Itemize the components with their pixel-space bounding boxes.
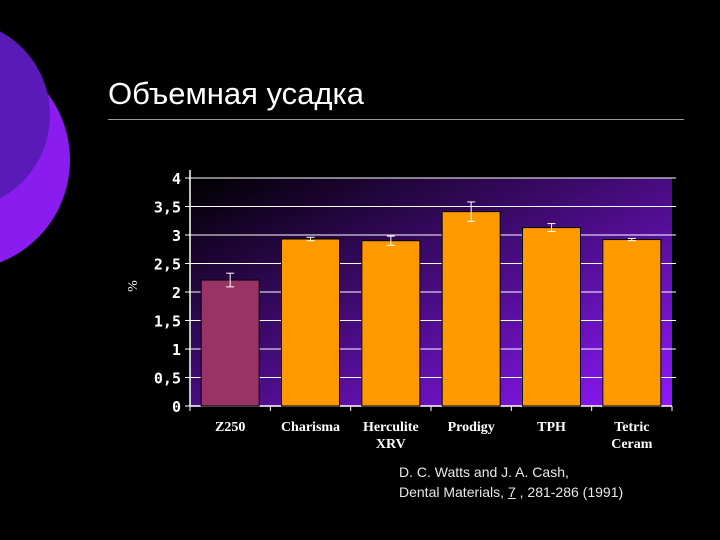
y-tick-label: 1,5 <box>154 313 181 331</box>
x-tick-label: Prodigy <box>448 420 495 435</box>
slide-title: Объемная усадка <box>108 76 364 111</box>
y-tick-label: 1 <box>172 341 181 359</box>
x-tick-label: TPH <box>537 420 566 435</box>
bar-5 <box>522 227 581 407</box>
citation-line-2: Dental Materials, 7 , 281-286 (1991) <box>399 482 623 502</box>
y-tick-label: 3 <box>172 227 181 245</box>
x-tick-label: Tetric <box>614 420 649 435</box>
citation: D. C. Watts and J. A. Cash, Dental Mater… <box>399 462 623 502</box>
x-tick-label: Ceram <box>611 437 653 452</box>
citation-journal: Dental Materials, <box>399 484 505 500</box>
x-tick-label: Charisma <box>281 420 340 435</box>
y-axis-label: % <box>126 280 141 292</box>
x-tick-label: Herculite <box>363 420 419 435</box>
x-tick-label: XRV <box>376 437 406 452</box>
bar-4 <box>441 211 501 407</box>
bar-3 <box>361 240 421 407</box>
citation-line-1: D. C. Watts and J. A. Cash, <box>399 464 569 480</box>
title-divider <box>108 119 684 120</box>
bar-2 <box>281 238 340 407</box>
x-tick-label: Z250 <box>215 420 245 435</box>
bar-6 <box>602 239 662 407</box>
y-tick-label: 2,5 <box>154 256 181 274</box>
citation-pages: , 281-286 (1991) <box>519 484 624 500</box>
y-tick-label: 3,5 <box>154 199 181 217</box>
bar-1 <box>200 279 260 407</box>
y-tick-label: 2 <box>172 284 181 302</box>
y-tick-label: 0,5 <box>154 370 181 388</box>
y-tick-label: 4 <box>172 170 181 188</box>
deco-circle-inner <box>0 31 50 199</box>
y-tick-label: 0 <box>172 398 181 416</box>
citation-volume: 7 <box>507 484 516 500</box>
